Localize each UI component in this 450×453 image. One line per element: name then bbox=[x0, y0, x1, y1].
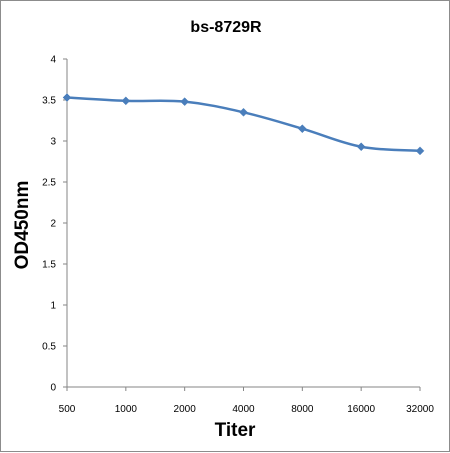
y-tick-label: 1.5 bbox=[42, 260, 56, 271]
y-tick-label: 0.5 bbox=[42, 342, 56, 353]
x-tick-label: 500 bbox=[59, 404, 76, 415]
x-tick-label: 4000 bbox=[232, 404, 255, 415]
data-point-marker bbox=[356, 142, 366, 152]
y-tick-label: 3 bbox=[50, 137, 56, 148]
y-tick-label: 0 bbox=[50, 383, 56, 394]
x-tick-label: 32000 bbox=[406, 404, 434, 415]
x-tick-label: 1000 bbox=[115, 404, 138, 415]
series-line bbox=[66, 96, 421, 153]
x-tick-group: 500 1000 2000 4000 8000 16000 32000 bbox=[59, 387, 434, 415]
y-tick-group: 0 0.5 1 1.5 2 2.5 3 3.5 4 bbox=[42, 55, 67, 394]
x-axis-title: Titer bbox=[215, 420, 256, 441]
y-tick-label: 1 bbox=[50, 301, 56, 312]
y-tick-label: 2.5 bbox=[42, 178, 56, 189]
y-axis-title: OD450nm bbox=[12, 181, 33, 270]
x-tick-label: 2000 bbox=[174, 404, 197, 415]
chart-title: bs-8729R bbox=[190, 19, 262, 36]
y-tick-label: 2 bbox=[50, 219, 56, 230]
data-point-marker bbox=[62, 93, 72, 102]
x-tick-label: 8000 bbox=[291, 404, 314, 415]
data-point-marker bbox=[415, 146, 425, 156]
y-tick-label: 4 bbox=[50, 55, 56, 66]
x-tick-label: 16000 bbox=[347, 404, 375, 415]
y-tick-label: 3.5 bbox=[42, 96, 56, 107]
data-point-marker bbox=[239, 107, 248, 117]
series-layer bbox=[62, 93, 425, 156]
data-point-marker bbox=[121, 96, 131, 106]
data-point-marker bbox=[297, 124, 307, 134]
data-point-marker bbox=[180, 97, 190, 106]
